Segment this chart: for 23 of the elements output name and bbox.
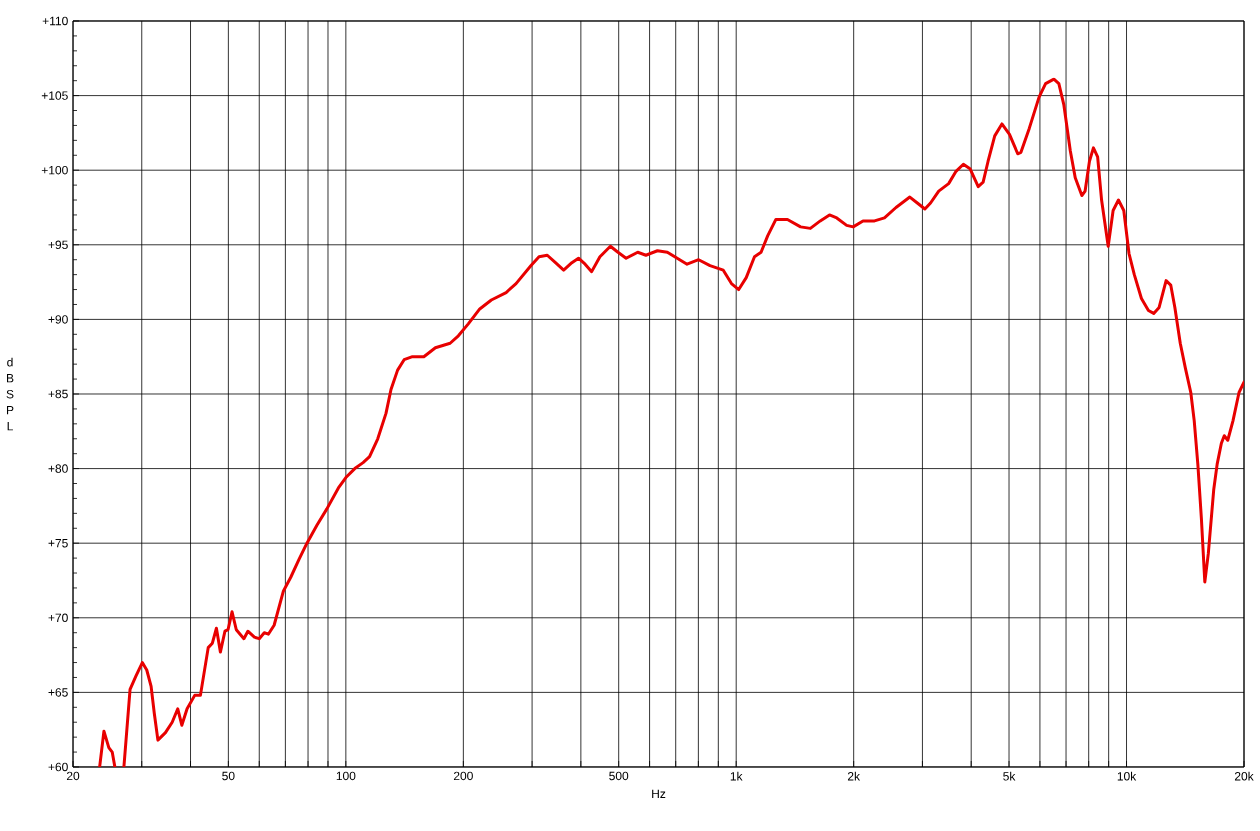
x-tick-label: 50	[222, 771, 235, 781]
y-tick-label: +65	[48, 688, 68, 697]
x-tick-label: 20	[66, 771, 80, 781]
x-tick-label: 1k	[730, 771, 743, 781]
y-tick-label: +90	[48, 315, 68, 324]
y-axis-title: dB SPL	[6, 357, 14, 431]
y-tick-label: +105	[41, 91, 68, 100]
x-tick-label: 10k	[1117, 771, 1137, 781]
y-tick-label: +85	[48, 389, 68, 399]
x-tick-label: 20k	[1234, 771, 1254, 781]
y-tick-label: +110	[42, 16, 68, 26]
y-tick-label: +95	[48, 240, 68, 250]
x-tick-label: 2k	[847, 771, 861, 781]
y-tick-label: +80	[48, 464, 68, 473]
x-tick-label: 100	[336, 771, 356, 781]
y-tick-label: +60	[48, 762, 68, 772]
x-tick-label: 200	[453, 771, 473, 781]
x-axis-title: Hz	[652, 789, 666, 798]
x-tick-label: 5k	[1003, 771, 1016, 781]
x-tick-label: 500	[609, 771, 629, 781]
y-tick-label: +75	[48, 539, 68, 548]
y-tick-label: +100	[41, 165, 68, 175]
y-tick-label: +70	[48, 613, 68, 623]
